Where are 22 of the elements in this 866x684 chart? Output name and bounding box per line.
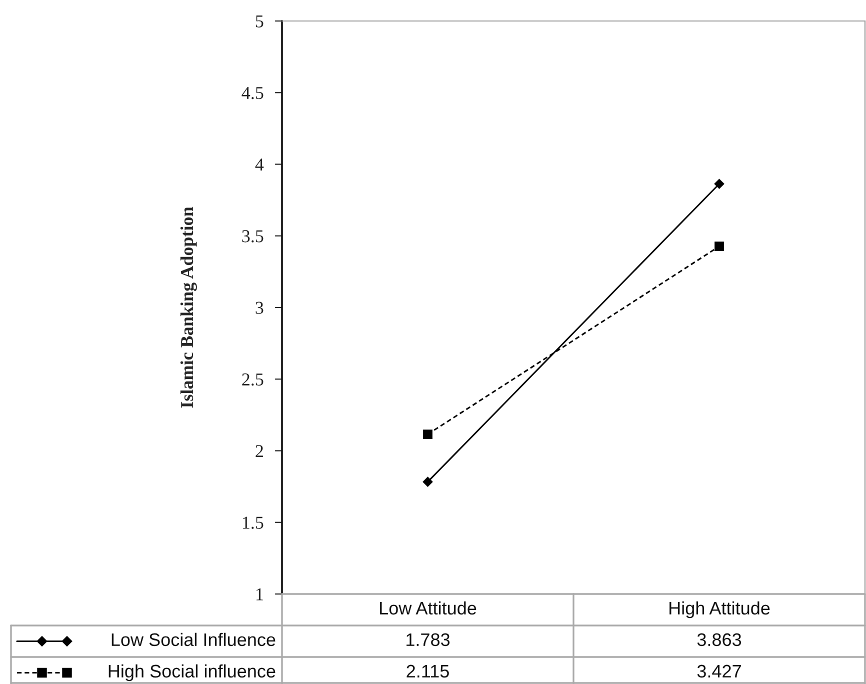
- y-tick-label: 3.5: [242, 230, 264, 242]
- y-tick-label: 2: [256, 445, 263, 458]
- y-tick-label: 1.5: [242, 516, 264, 529]
- y-axis-title: Islamic Banking Adoption: [180, 206, 197, 408]
- x-tick-label: High Attitude: [670, 601, 770, 618]
- x-tick-label: Low Attitude: [380, 601, 476, 615]
- data-label: 3.863: [697, 633, 742, 646]
- legend-label: High Social influence: [108, 664, 276, 682]
- data-label: 3.427: [697, 664, 741, 678]
- data-label: 2.115: [406, 664, 449, 678]
- y-tick-label: 2.5: [242, 373, 264, 386]
- y-tick-label: 1: [256, 588, 263, 600]
- y-tick-label: 4: [255, 158, 264, 171]
- y-tick-label: 4.5: [242, 87, 264, 100]
- point: [422, 476, 433, 487]
- y-tick-label: 5: [256, 15, 264, 28]
- data-label: 1.783: [406, 633, 450, 646]
- point: [714, 242, 724, 252]
- point: [423, 430, 432, 439]
- legend-label: Low Social Influence: [112, 632, 276, 646]
- point: [714, 178, 724, 189]
- y-tick-label: 3: [256, 302, 264, 314]
